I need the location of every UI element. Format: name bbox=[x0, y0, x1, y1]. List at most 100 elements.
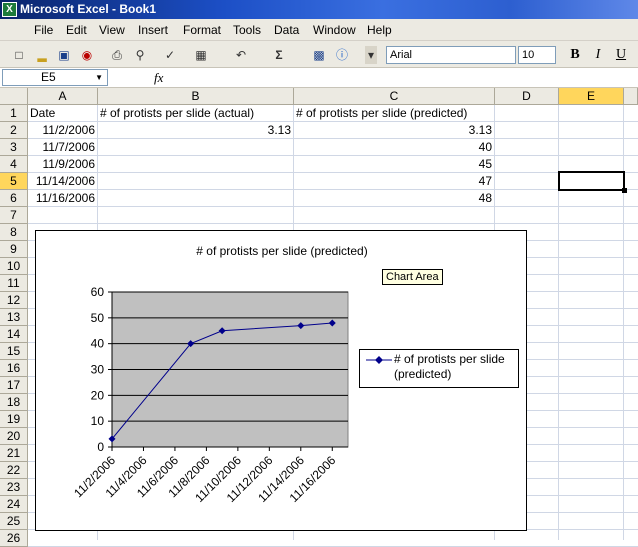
cell-c2[interactable]: 3.13 bbox=[294, 122, 495, 139]
row-header-14[interactable]: 14 bbox=[0, 326, 28, 343]
menu-format[interactable]: Format bbox=[183, 23, 222, 37]
row-header-18[interactable]: 18 bbox=[0, 394, 28, 411]
cell-a1[interactable]: Date bbox=[28, 105, 98, 122]
new-icon[interactable]: □ bbox=[15, 48, 23, 62]
cell-b1[interactable]: # of protists per slide (actual) bbox=[98, 105, 294, 122]
undo-icon[interactable]: ↶ bbox=[235, 48, 247, 62]
row-header-13[interactable]: 13 bbox=[0, 309, 28, 326]
insert-function-icon[interactable]: fx bbox=[154, 70, 164, 85]
cell-c3[interactable]: 40 bbox=[294, 139, 495, 156]
formula-bar: E5 ▼ fx bbox=[0, 68, 638, 88]
row-header-19[interactable]: 19 bbox=[0, 411, 28, 428]
y-tick-label: 40 bbox=[91, 337, 105, 351]
print-icon[interactable]: ⎙ bbox=[112, 48, 122, 62]
column-header-f[interactable] bbox=[624, 88, 638, 105]
underline-button[interactable]: U bbox=[615, 47, 627, 62]
cell-a3[interactable]: 11/7/2006 bbox=[28, 139, 98, 156]
menu-edit[interactable]: Edit bbox=[66, 23, 87, 37]
y-tick-label: 10 bbox=[91, 414, 105, 428]
formula-input[interactable] bbox=[172, 70, 632, 86]
save-icon[interactable]: ▣ bbox=[58, 48, 70, 62]
column-header-c[interactable]: C bbox=[294, 88, 495, 105]
row-header-8[interactable]: 8 bbox=[0, 224, 28, 241]
row-header-20[interactable]: 20 bbox=[0, 428, 28, 445]
y-tick-label: 0 bbox=[97, 440, 104, 454]
cell-a5[interactable]: 11/14/2006 bbox=[28, 173, 98, 190]
row-header-2[interactable]: 2 bbox=[0, 122, 28, 139]
menu-window[interactable]: Window bbox=[313, 23, 356, 37]
chart-wizard-icon[interactable]: ▩ bbox=[313, 48, 325, 62]
excel-icon[interactable]: X bbox=[2, 2, 17, 17]
row-header-11[interactable]: 11 bbox=[0, 275, 28, 292]
spreadsheet-grid[interactable]: A B C D E 1 2 3 4 5 6 7 8 9 10 11 12 13 14 15 16 17 18 19 2… bbox=[0, 88, 638, 547]
row-header-7[interactable]: 7 bbox=[0, 207, 28, 224]
select-all-corner[interactable] bbox=[0, 88, 28, 105]
row-header-24[interactable]: 24 bbox=[0, 496, 28, 513]
menu-file[interactable]: File bbox=[34, 23, 54, 37]
title-bar: X Microsoft Excel - Book1 bbox=[0, 0, 638, 19]
row-header-9[interactable]: 9 bbox=[0, 241, 28, 258]
row-header-25[interactable]: 25 bbox=[0, 513, 28, 530]
toolbar-options-icon[interactable]: ▾ bbox=[365, 46, 377, 64]
data-point-marker bbox=[108, 435, 116, 443]
row-header-17[interactable]: 17 bbox=[0, 377, 28, 394]
active-cell-e5[interactable] bbox=[558, 171, 627, 193]
cell-c5[interactable]: 47 bbox=[294, 173, 495, 190]
y-tick-label: 30 bbox=[91, 363, 105, 377]
print-preview-icon[interactable]: ⚲ bbox=[135, 48, 145, 62]
chart-legend[interactable]: # of protists per slide (predicted) bbox=[359, 349, 519, 388]
italic-button[interactable]: I bbox=[595, 47, 601, 62]
cell-a4[interactable]: 11/9/2006 bbox=[28, 156, 98, 173]
cell-c6[interactable]: 48 bbox=[294, 190, 495, 207]
row-header-15[interactable]: 15 bbox=[0, 343, 28, 360]
column-header-a[interactable]: A bbox=[28, 88, 98, 105]
chart-title[interactable]: # of protists per slide (predicted) bbox=[196, 244, 368, 258]
row-header-6[interactable]: 6 bbox=[0, 190, 28, 207]
row-header-12[interactable]: 12 bbox=[0, 292, 28, 309]
column-header-d[interactable]: D bbox=[495, 88, 559, 105]
menu-data[interactable]: Data bbox=[274, 23, 300, 37]
name-box-value: E5 bbox=[41, 70, 56, 84]
cell-c4[interactable]: 45 bbox=[294, 156, 495, 173]
spelling-icon[interactable]: ✓ bbox=[164, 48, 176, 62]
font-size-select[interactable]: 10 bbox=[518, 46, 556, 64]
bold-button[interactable]: B bbox=[570, 47, 580, 62]
open-icon[interactable]: ▂ bbox=[37, 48, 47, 62]
row-header-5[interactable]: 5 bbox=[0, 173, 28, 190]
row-header-21[interactable]: 21 bbox=[0, 445, 28, 462]
chevron-down-icon[interactable]: ▼ bbox=[95, 73, 103, 82]
cell-a6[interactable]: 11/16/2006 bbox=[28, 190, 98, 207]
data-point-marker bbox=[328, 319, 336, 327]
row-header-4[interactable]: 4 bbox=[0, 156, 28, 173]
autosum-icon[interactable]: Σ bbox=[275, 48, 283, 62]
font-name-select[interactable]: Arial bbox=[386, 46, 516, 64]
name-box[interactable]: E5 ▼ bbox=[2, 69, 108, 86]
row-header-10[interactable]: 10 bbox=[0, 258, 28, 275]
window-title: Microsoft Excel - Book1 bbox=[20, 2, 157, 16]
data-point-marker bbox=[187, 340, 195, 348]
row-header-3[interactable]: 3 bbox=[0, 139, 28, 156]
y-tick-label: 20 bbox=[91, 388, 105, 402]
row-header-26[interactable]: 26 bbox=[0, 530, 28, 547]
plot-area[interactable]: 010203040506011/2/200611/4/200611/6/2006… bbox=[36, 231, 526, 530]
permission-icon[interactable]: ◉ bbox=[81, 48, 93, 62]
row-header-1[interactable]: 1 bbox=[0, 105, 28, 122]
paste-icon[interactable]: ▦ bbox=[195, 48, 207, 62]
row-header-22[interactable]: 22 bbox=[0, 462, 28, 479]
cell-c1[interactable]: # of protists per slide (predicted) bbox=[294, 105, 495, 122]
help-icon[interactable]: ⓘ bbox=[335, 48, 348, 62]
row-header-23[interactable]: 23 bbox=[0, 479, 28, 496]
cell-b2[interactable]: 3.13 bbox=[98, 122, 294, 139]
chart-area[interactable]: # of protists per slide (predicted) Char… bbox=[35, 230, 527, 531]
column-header-b[interactable]: B bbox=[98, 88, 294, 105]
row-header-16[interactable]: 16 bbox=[0, 360, 28, 377]
menu-view[interactable]: View bbox=[99, 23, 125, 37]
menu-insert[interactable]: Insert bbox=[138, 23, 169, 37]
column-header-e[interactable]: E bbox=[559, 88, 624, 105]
fill-handle[interactable] bbox=[622, 188, 627, 193]
menu-tools[interactable]: Tools bbox=[233, 23, 262, 37]
legend-label: # of protists per slide (predicted) bbox=[394, 352, 505, 381]
menu-help[interactable]: Help bbox=[367, 23, 392, 37]
cell-a2[interactable]: 11/2/2006 bbox=[28, 122, 98, 139]
menu-bar: File Edit View Insert Format Tools Data … bbox=[0, 19, 638, 41]
